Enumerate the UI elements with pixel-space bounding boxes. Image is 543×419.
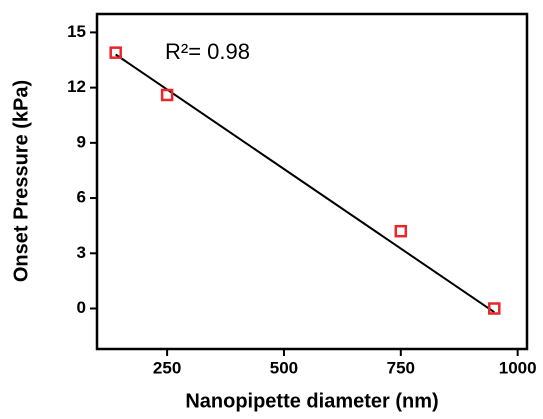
point: [394, 224, 408, 238]
x-tick-label: 1000: [499, 358, 537, 377]
y-axis-label: Onset Pressure (kPa): [10, 80, 32, 282]
point: [109, 46, 122, 59]
y-tick-label: 0: [77, 298, 86, 317]
plot-frame: [95, 12, 529, 351]
fit-line: [115, 53, 495, 314]
x-tick-label: 500: [270, 358, 298, 377]
y-tick-label: 9: [77, 132, 86, 151]
x-tick-label: 250: [153, 358, 181, 377]
y-tick-label: 12: [67, 77, 86, 96]
x-tick-label: 750: [387, 358, 415, 377]
annotation: R²= 0.98: [165, 39, 250, 64]
y-tick-label: 6: [77, 188, 86, 207]
y-tick-label: 3: [77, 243, 86, 262]
x-axis-label: Nanopipette diameter (nm): [185, 390, 438, 412]
y-tick-label: 15: [67, 22, 86, 41]
point: [160, 88, 174, 102]
point: [488, 302, 501, 315]
